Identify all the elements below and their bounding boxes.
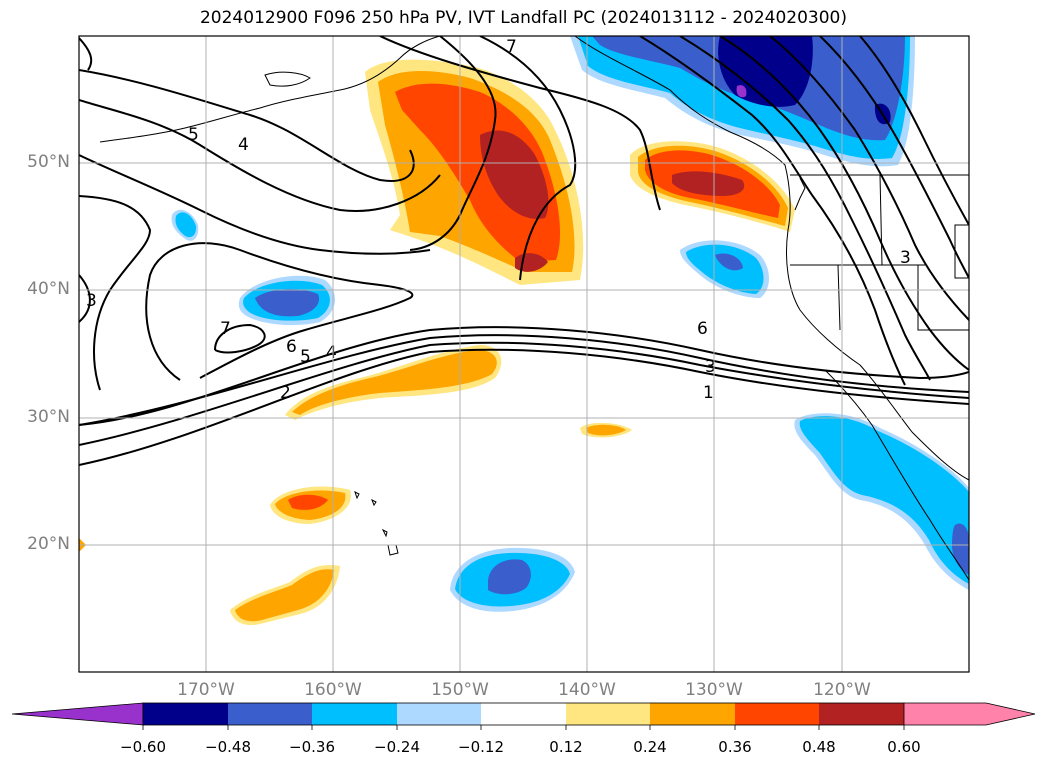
lon-label: 120°W [813, 680, 871, 700]
colorbar-tick-label: 0.48 [802, 738, 836, 756]
contour-label: 1 [703, 383, 714, 403]
colorbar-swatch [819, 703, 904, 725]
contour-label: 3 [900, 248, 911, 268]
contour-label: 5 [300, 347, 311, 367]
contour-label: 6 [286, 337, 297, 357]
colorbar-tick-label: 0.36 [718, 738, 752, 756]
contour-label: 2 [280, 383, 291, 403]
colorbar-swatch [481, 703, 566, 725]
lon-label: 160°W [304, 680, 362, 700]
map-area: 1 2 3 3 3 4 4 5 5 6 6 7 7 [79, 36, 969, 672]
colorbar-tick-label: 0.60 [887, 738, 921, 756]
contour-label: 5 [188, 125, 199, 145]
contour-label: 4 [238, 135, 249, 155]
negative-anomaly-fields [171, 36, 969, 612]
lon-label: 170°W [177, 680, 235, 700]
lat-label: 20°N [27, 534, 70, 554]
colorbar-tick-label: 0.12 [549, 738, 583, 756]
lat-label: 50°N [27, 152, 70, 172]
colorbar-swatch [735, 703, 819, 725]
lon-label: 140°W [558, 680, 616, 700]
state-borders [790, 174, 969, 331]
colorbar-extend-low [11, 702, 144, 726]
contour-label: 7 [220, 319, 231, 339]
contour-label: 3 [705, 357, 716, 377]
lat-label: 30°N [27, 407, 70, 427]
colorbar-tick-label: −0.36 [289, 738, 335, 756]
colorbar-tick-label: −0.24 [374, 738, 420, 756]
gridlines [79, 36, 969, 672]
colorbar-swatch [143, 703, 228, 725]
lat-label: 40°N [27, 279, 70, 299]
lon-label: 130°W [685, 680, 743, 700]
colorbar-swatch [228, 703, 312, 725]
colorbar-tick-label: −0.12 [458, 738, 504, 756]
colorbar-extend-high [904, 703, 1035, 725]
pv-contours [79, 36, 969, 466]
contour-label: 3 [86, 291, 97, 311]
colorbar-tick-label: −0.48 [205, 738, 251, 756]
colorbar [11, 702, 1036, 730]
colorbar-swatch [566, 703, 650, 725]
colorbar-swatch [650, 703, 735, 725]
contour-label: 6 [697, 319, 708, 339]
colorbar-tick-label: 0.24 [633, 738, 667, 756]
lon-label: 150°W [431, 680, 489, 700]
positive-anomaly-fields [79, 59, 795, 626]
contour-label: 7 [506, 37, 517, 57]
map-title: 2024012900 F096 250 hPa PV, IVT Landfall… [199, 8, 847, 28]
map-frame [78, 35, 970, 673]
colorbar-swatch [312, 703, 397, 725]
contour-label: 4 [326, 343, 337, 363]
colorbar-swatch [397, 703, 481, 725]
colorbar-tick-label: −0.60 [120, 738, 166, 756]
contour-labels: 1 2 3 3 3 4 4 5 5 6 6 7 7 [86, 37, 911, 403]
